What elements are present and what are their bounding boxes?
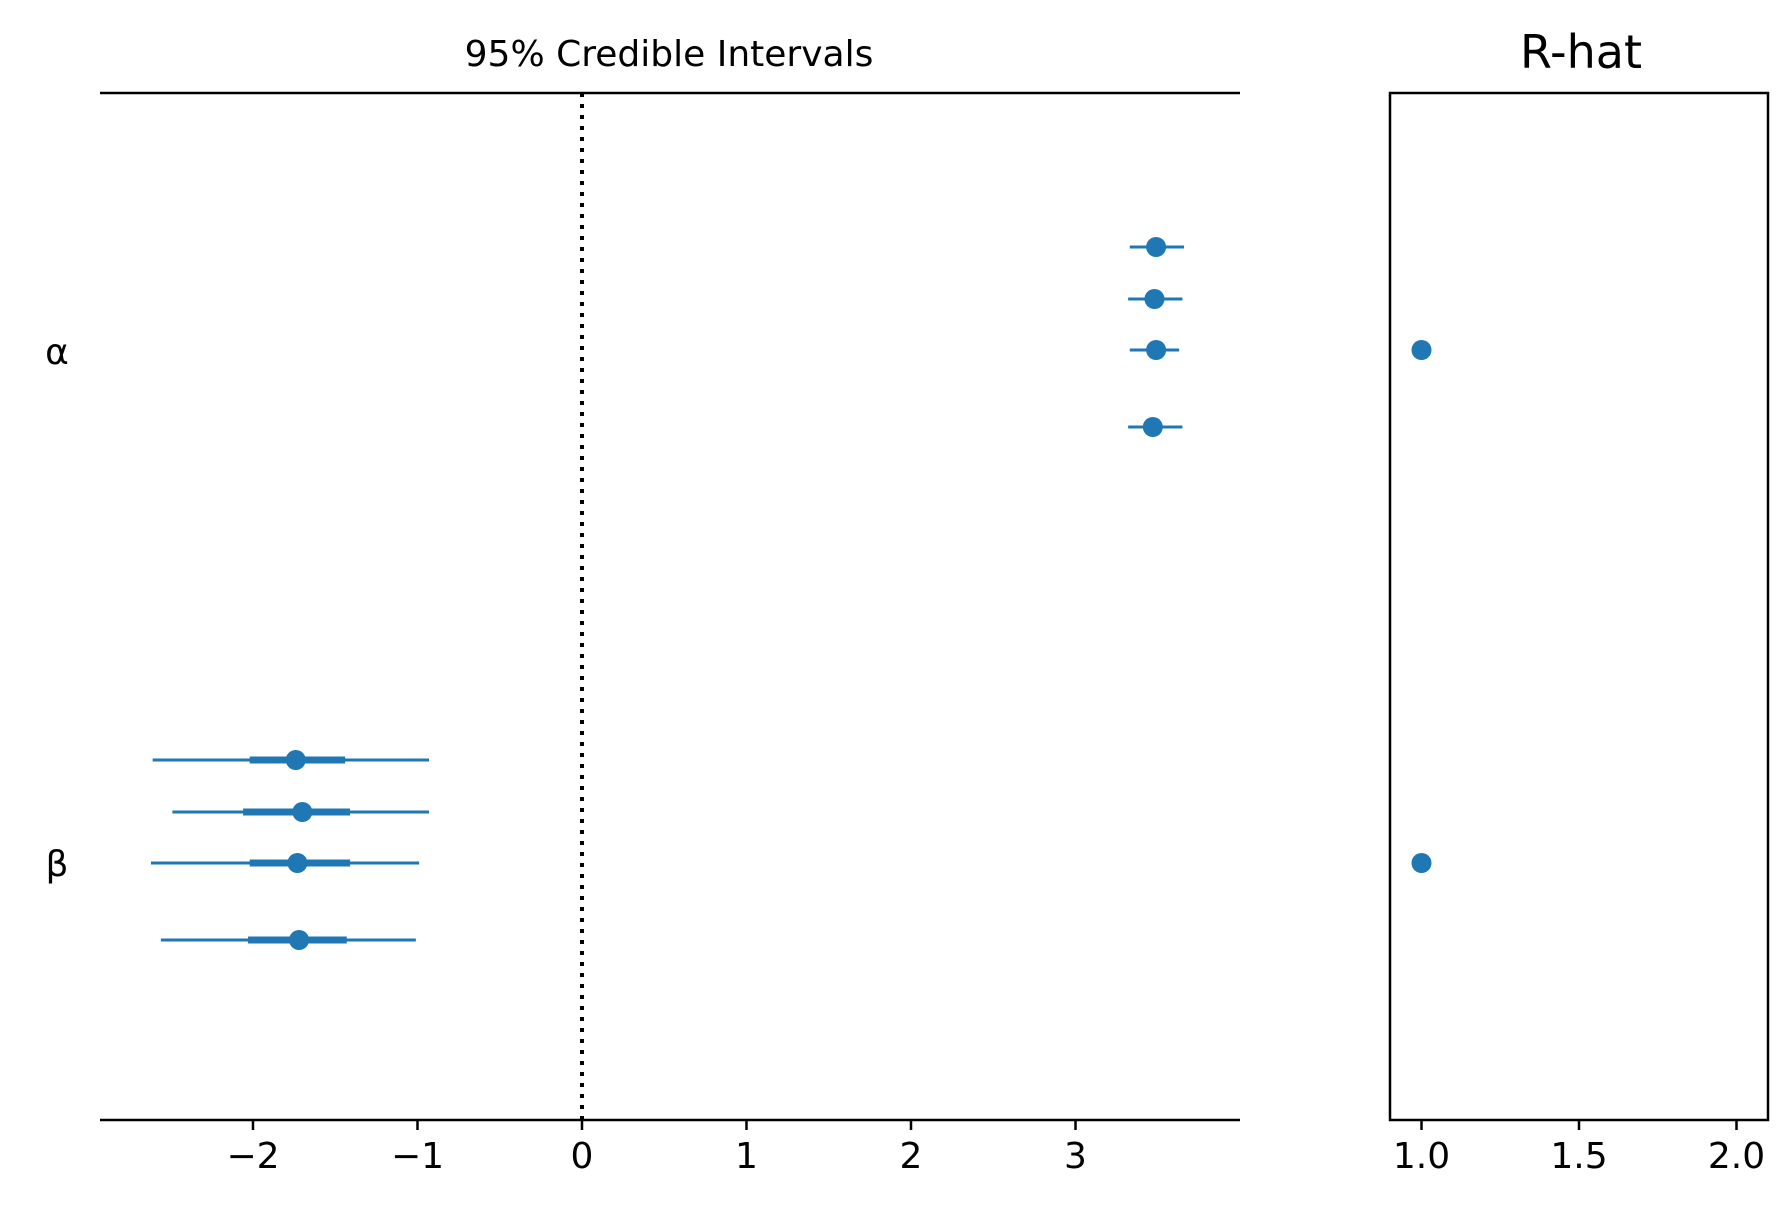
rhat-x-tick-label: 1.5	[1550, 1136, 1607, 1177]
rhat-point	[1411, 853, 1432, 873]
mean-point	[285, 750, 306, 770]
rhat-x-axis-ticks: 1.0 1.5 2.0	[1393, 1120, 1765, 1177]
rhat-frame	[1388, 91, 1770, 1122]
mean-point	[1146, 237, 1167, 257]
rhat-x-tick-label: 2.0	[1708, 1136, 1765, 1177]
mean-point	[1144, 289, 1165, 309]
param-label-alpha: α	[45, 332, 69, 373]
mean-point	[289, 930, 310, 950]
rhat-title: R-hat	[1520, 25, 1642, 79]
x-tick-label: 1	[735, 1136, 758, 1177]
mean-point	[292, 802, 313, 822]
mean-point	[1146, 340, 1167, 360]
x-axis-ticks: −2 −1 0 1 2 3	[226, 1120, 1087, 1177]
interval-marks	[150, 237, 1185, 950]
x-tick-label: −1	[391, 1136, 444, 1177]
mean-point	[1142, 417, 1163, 437]
x-tick-label: 3	[1064, 1136, 1087, 1177]
rhat-panel: R-hat 1.0 1.5 2.0	[1388, 25, 1770, 1177]
x-tick-label: −2	[226, 1136, 279, 1177]
credible-intervals-panel: 95% Credible Intervals −2 −1 0 1 2 3 α β	[45, 34, 1240, 1177]
x-tick-label: 0	[571, 1136, 594, 1177]
x-tick-label: 2	[900, 1136, 923, 1177]
param-label-beta: β	[46, 844, 69, 885]
rhat-x-tick-label: 1.0	[1393, 1136, 1450, 1177]
credible-intervals-title: 95% Credible Intervals	[465, 34, 874, 75]
rhat-points	[1411, 340, 1432, 873]
rhat-point	[1411, 340, 1432, 360]
mean-point	[287, 853, 308, 873]
